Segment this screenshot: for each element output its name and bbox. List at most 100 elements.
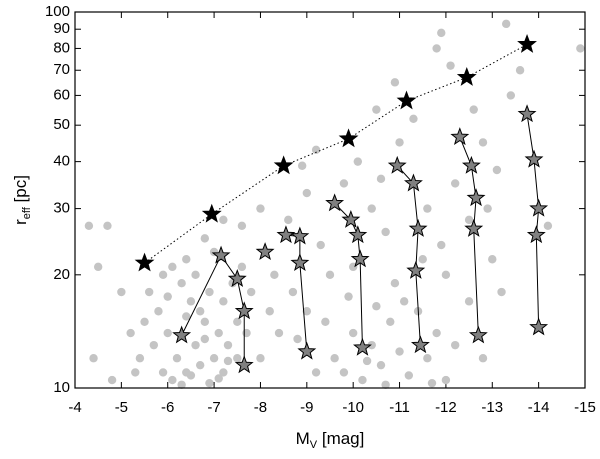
point bbox=[265, 307, 274, 316]
point bbox=[219, 215, 228, 225]
x-tick-label: -7 bbox=[207, 399, 220, 416]
star-marker bbox=[396, 90, 417, 110]
point bbox=[423, 204, 432, 213]
point bbox=[205, 287, 214, 297]
star-marker bbox=[404, 173, 423, 192]
point bbox=[427, 378, 437, 388]
point bbox=[437, 240, 446, 250]
point bbox=[464, 215, 474, 225]
point bbox=[344, 292, 353, 301]
x-tick-label: -10 bbox=[342, 399, 364, 416]
x-tick-label: -15 bbox=[574, 399, 596, 416]
point bbox=[483, 204, 492, 213]
point bbox=[311, 145, 321, 155]
point bbox=[321, 317, 330, 326]
star-marker bbox=[466, 188, 486, 207]
point bbox=[492, 165, 502, 175]
point bbox=[404, 371, 414, 380]
point bbox=[117, 287, 126, 297]
point bbox=[223, 340, 233, 350]
point bbox=[186, 297, 196, 306]
star-marker bbox=[517, 104, 537, 123]
point bbox=[478, 138, 488, 147]
point bbox=[302, 188, 312, 198]
point bbox=[195, 360, 205, 370]
x-tick-label: -14 bbox=[528, 399, 550, 416]
point bbox=[302, 307, 312, 316]
point bbox=[376, 174, 386, 184]
point bbox=[501, 19, 511, 29]
point bbox=[223, 356, 233, 366]
point bbox=[233, 317, 242, 326]
point bbox=[237, 221, 247, 231]
y-tick-label: 40 bbox=[53, 153, 70, 170]
point bbox=[168, 262, 177, 272]
point bbox=[362, 356, 372, 366]
point bbox=[316, 240, 325, 250]
star-marker bbox=[234, 301, 254, 320]
star-marker bbox=[134, 252, 155, 272]
point bbox=[177, 380, 186, 389]
point bbox=[386, 317, 395, 326]
point bbox=[450, 340, 460, 350]
point bbox=[543, 221, 553, 231]
point bbox=[191, 270, 200, 280]
point bbox=[219, 297, 228, 306]
x-tick-label: -8 bbox=[254, 399, 267, 416]
point bbox=[367, 340, 376, 350]
point bbox=[353, 157, 363, 166]
point bbox=[339, 179, 349, 188]
y-tick-label: 10 bbox=[53, 379, 70, 396]
point bbox=[497, 287, 506, 297]
x-tick-label: -4 bbox=[68, 399, 81, 416]
point bbox=[191, 340, 200, 350]
star-marker bbox=[517, 33, 537, 53]
y-tick-label: 70 bbox=[53, 61, 70, 78]
star-marker bbox=[461, 155, 481, 174]
x-tick-label: -9 bbox=[300, 399, 313, 416]
point bbox=[107, 375, 117, 385]
point bbox=[432, 44, 441, 53]
point bbox=[330, 354, 339, 363]
star-marker bbox=[410, 335, 430, 354]
point bbox=[381, 227, 390, 237]
star-marker bbox=[450, 127, 470, 146]
star-marker bbox=[276, 225, 296, 244]
point bbox=[284, 215, 293, 225]
x-tick-label: -11 bbox=[389, 399, 410, 416]
star-marker bbox=[529, 198, 549, 217]
point bbox=[423, 354, 432, 363]
star-marker bbox=[227, 269, 247, 287]
point bbox=[163, 292, 172, 301]
point bbox=[325, 270, 335, 280]
star-marker bbox=[325, 193, 345, 212]
point bbox=[348, 328, 358, 338]
point bbox=[172, 354, 182, 363]
point bbox=[158, 368, 168, 377]
point bbox=[158, 270, 168, 280]
point bbox=[219, 368, 228, 377]
star-marker bbox=[529, 317, 549, 336]
star-marker bbox=[297, 341, 317, 360]
star-marker bbox=[290, 253, 310, 272]
point bbox=[84, 221, 94, 231]
x-tick-label: -5 bbox=[115, 399, 128, 416]
point bbox=[339, 368, 349, 377]
point bbox=[214, 328, 223, 338]
point bbox=[237, 262, 247, 272]
star-marker bbox=[338, 128, 359, 148]
point bbox=[432, 328, 441, 338]
star-marker bbox=[211, 245, 231, 264]
point bbox=[256, 354, 265, 363]
x-tick-label: -12 bbox=[435, 399, 457, 416]
star-marker bbox=[172, 325, 192, 344]
x-tick-label: -6 bbox=[161, 399, 174, 416]
point bbox=[506, 91, 516, 100]
point bbox=[168, 375, 177, 385]
point bbox=[399, 297, 409, 306]
point bbox=[288, 287, 298, 297]
point bbox=[446, 61, 455, 70]
y-tick-label: 90 bbox=[53, 20, 70, 37]
point bbox=[478, 354, 488, 363]
point bbox=[93, 262, 103, 272]
